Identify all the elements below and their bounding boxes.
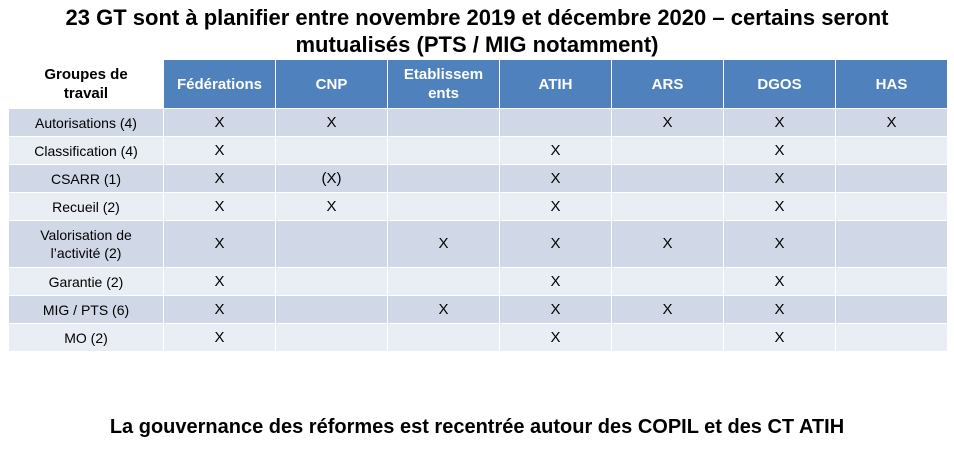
participation-cell: X	[611, 220, 724, 268]
group-label: Recueil (2)	[8, 192, 164, 221]
participation-cell: X	[723, 164, 836, 193]
participation-cell: X	[163, 108, 276, 137]
participation-cell: X	[499, 323, 612, 352]
participation-cell: X	[499, 192, 612, 221]
participation-cell: X	[499, 295, 612, 324]
header-cell: DGOS	[723, 59, 836, 109]
header-label: ARS	[651, 75, 684, 93]
header-cell: ARS	[611, 59, 724, 109]
participation-cell: X	[835, 108, 948, 137]
participation-cell	[611, 323, 724, 352]
header-label: CNP	[315, 75, 348, 93]
participation-cell	[835, 323, 948, 352]
participation-cell	[835, 164, 948, 193]
header-label: DGOS	[757, 75, 802, 93]
participation-cell	[611, 267, 724, 296]
title-line-2: mutualisés (PTS / MIG notamment)	[295, 32, 659, 57]
group-label: MIG / PTS (6)	[8, 295, 164, 324]
table-row: Autorisations (4) X X X X X	[8, 108, 948, 137]
participation-cell: X	[723, 136, 836, 165]
participation-cell	[611, 164, 724, 193]
header-label: HAS	[875, 75, 908, 93]
participation-cell	[387, 267, 500, 296]
group-label: Valorisation de l’activité (2)	[8, 220, 164, 268]
participation-cell: X	[163, 164, 276, 193]
participation-cell: X	[163, 136, 276, 165]
participation-cell	[387, 164, 500, 193]
participation-cell: X	[611, 108, 724, 137]
participation-cell: X	[275, 108, 388, 137]
participation-cell: X	[387, 295, 500, 324]
participation-cell	[275, 295, 388, 324]
participation-cell: X	[723, 295, 836, 324]
group-label: CSARR (1)	[8, 164, 164, 193]
participation-cell: X	[723, 220, 836, 268]
participation-cell: X	[723, 108, 836, 137]
header-cell: Fédérations	[163, 59, 276, 109]
participation-cell	[387, 108, 500, 137]
participation-cell: X	[275, 192, 388, 221]
table-row: Garantie (2) X X X	[8, 267, 948, 296]
working-groups-table: Groupes de travail Fédérations CNP Etabl…	[8, 59, 948, 352]
participation-cell	[835, 136, 948, 165]
participation-cell: X	[499, 136, 612, 165]
participation-cell	[611, 136, 724, 165]
slide-title: 23 GT sont à planifier entre novembre 20…	[0, 4, 954, 58]
participation-cell: X	[163, 323, 276, 352]
participation-cell	[387, 192, 500, 221]
participation-cell	[275, 267, 388, 296]
participation-cell	[275, 323, 388, 352]
participation-cell	[611, 192, 724, 221]
group-label: Garantie (2)	[8, 267, 164, 296]
participation-cell: X	[611, 295, 724, 324]
header-row: Groupes de travail Fédérations CNP Etabl…	[8, 59, 948, 109]
participation-cell: X	[723, 267, 836, 296]
participation-cell	[275, 136, 388, 165]
table-row: Recueil (2) X X X X	[8, 192, 948, 221]
participation-cell: X	[723, 192, 836, 221]
slide-footer: La gouvernance des réformes est recentré…	[109, 416, 845, 438]
participation-cell: X	[387, 220, 500, 268]
group-label: MO (2)	[8, 323, 164, 352]
header-groupes: Groupes de travail	[8, 59, 164, 109]
participation-cell	[835, 267, 948, 296]
header-label: ATIH	[538, 75, 573, 93]
participation-cell	[387, 136, 500, 165]
participation-cell	[835, 192, 948, 221]
table-row: Valorisation de l’activité (2) X X X X X	[8, 220, 948, 268]
participation-cell: (X)	[275, 164, 388, 193]
header-cell: CNP	[275, 59, 388, 109]
participation-cell: X	[723, 323, 836, 352]
participation-cell: X	[163, 267, 276, 296]
title-line-1: 23 GT sont à planifier entre novembre 20…	[65, 5, 889, 30]
table-row: MO (2) X X X	[8, 323, 948, 352]
participation-cell	[835, 220, 948, 268]
group-label: Autorisations (4)	[8, 108, 164, 137]
participation-cell	[499, 108, 612, 137]
participation-cell: X	[499, 164, 612, 193]
participation-cell	[387, 323, 500, 352]
table-row: Classification (4) X X X	[8, 136, 948, 165]
participation-cell: X	[499, 267, 612, 296]
header-label: Etablissem ents	[403, 66, 484, 102]
header-cell: Etablissem ents	[387, 59, 500, 109]
header-groupes-line-2: travail	[63, 85, 109, 102]
participation-cell: X	[163, 220, 276, 268]
group-label: Classification (4)	[8, 136, 164, 165]
participation-cell: X	[163, 192, 276, 221]
table-row: MIG / PTS (6) X X X X X	[8, 295, 948, 324]
participation-cell: X	[163, 295, 276, 324]
header-label: Fédérations	[176, 75, 263, 93]
participation-cell	[275, 220, 388, 268]
header-cell: ATIH	[499, 59, 612, 109]
header-groupes-line-1: Groupes de	[44, 66, 128, 83]
header-cell: HAS	[835, 59, 948, 109]
participation-cell	[835, 295, 948, 324]
table-row: CSARR (1) X (X) X X	[8, 164, 948, 193]
participation-cell: X	[499, 220, 612, 268]
